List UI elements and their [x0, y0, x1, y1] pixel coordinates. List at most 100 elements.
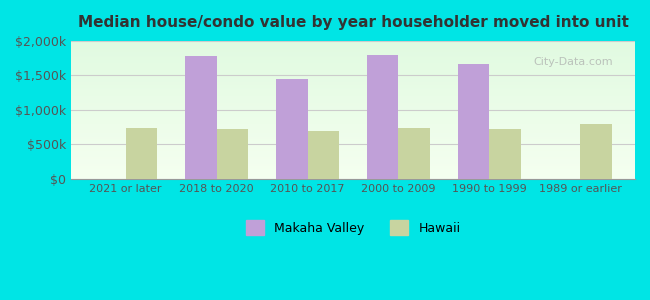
Bar — [71, 175, 635, 176]
Bar — [71, 81, 635, 82]
Bar — [71, 55, 635, 56]
Bar — [71, 41, 635, 42]
Bar — [71, 162, 635, 164]
Bar — [71, 106, 635, 107]
Bar — [71, 84, 635, 85]
Bar — [71, 133, 635, 135]
Bar — [71, 164, 635, 165]
Bar — [71, 94, 635, 96]
Bar — [71, 70, 635, 71]
Bar — [71, 68, 635, 70]
Bar — [71, 165, 635, 166]
Bar — [71, 50, 635, 52]
Bar — [71, 129, 635, 130]
Bar — [71, 92, 635, 93]
Bar — [71, 154, 635, 155]
Bar — [71, 155, 635, 157]
Bar — [71, 71, 635, 73]
Bar — [71, 104, 635, 106]
Bar — [71, 93, 635, 94]
Bar — [71, 140, 635, 142]
Bar — [71, 115, 635, 117]
Bar — [71, 135, 635, 136]
Bar — [71, 89, 635, 91]
Bar — [71, 74, 635, 75]
Bar — [71, 77, 635, 78]
Bar — [71, 78, 635, 80]
Bar — [71, 75, 635, 77]
Bar — [71, 169, 635, 170]
Bar — [489, 129, 521, 179]
Bar — [71, 49, 635, 50]
Bar — [71, 136, 635, 137]
Bar — [71, 53, 635, 55]
Bar — [276, 79, 307, 179]
Bar — [71, 148, 635, 150]
Bar — [71, 88, 635, 89]
Bar — [71, 64, 635, 66]
Bar — [71, 121, 635, 122]
Bar — [71, 101, 635, 103]
Bar — [71, 159, 635, 161]
Bar — [71, 91, 635, 92]
Bar — [71, 80, 635, 81]
Bar — [216, 129, 248, 179]
Bar — [71, 42, 635, 44]
Bar — [71, 124, 635, 125]
Bar — [71, 177, 635, 179]
Bar — [71, 125, 635, 126]
Bar — [71, 142, 635, 143]
Bar — [71, 61, 635, 63]
Bar — [71, 48, 635, 49]
Bar — [71, 86, 635, 88]
Bar — [71, 99, 635, 100]
Text: City-Data.com: City-Data.com — [534, 57, 613, 68]
Bar — [71, 144, 635, 145]
Bar — [71, 146, 635, 147]
Bar — [71, 107, 635, 108]
Bar — [185, 56, 216, 179]
Bar — [71, 112, 635, 114]
Bar — [71, 60, 635, 62]
Bar — [71, 96, 635, 98]
Bar — [71, 151, 635, 152]
Bar — [71, 147, 635, 148]
Bar — [71, 52, 635, 53]
Bar — [71, 132, 635, 133]
Bar — [71, 118, 635, 119]
Bar — [71, 108, 635, 110]
Bar — [71, 73, 635, 74]
Bar — [71, 59, 635, 60]
Bar — [71, 66, 635, 67]
Bar — [71, 176, 635, 177]
Bar — [71, 114, 635, 115]
Bar — [71, 172, 635, 173]
Bar — [71, 110, 635, 111]
Bar — [71, 44, 635, 45]
Bar — [71, 143, 635, 144]
Bar — [71, 166, 635, 168]
Bar — [71, 45, 635, 46]
Bar — [71, 117, 635, 118]
Bar — [71, 100, 635, 101]
Bar — [71, 150, 635, 151]
Bar — [71, 67, 635, 68]
Bar — [71, 56, 635, 57]
Bar — [71, 46, 635, 48]
Bar — [71, 139, 635, 140]
Bar — [71, 128, 635, 129]
Bar — [71, 161, 635, 162]
Bar — [367, 56, 398, 179]
Bar — [580, 124, 612, 179]
Bar — [71, 168, 635, 169]
Bar — [71, 158, 635, 159]
Bar — [71, 119, 635, 121]
Bar — [307, 131, 339, 179]
Bar — [71, 63, 635, 64]
Bar — [71, 170, 635, 172]
Bar — [71, 111, 635, 112]
Bar — [71, 152, 635, 154]
Bar — [71, 85, 635, 86]
Bar — [71, 157, 635, 158]
Bar — [71, 126, 635, 128]
